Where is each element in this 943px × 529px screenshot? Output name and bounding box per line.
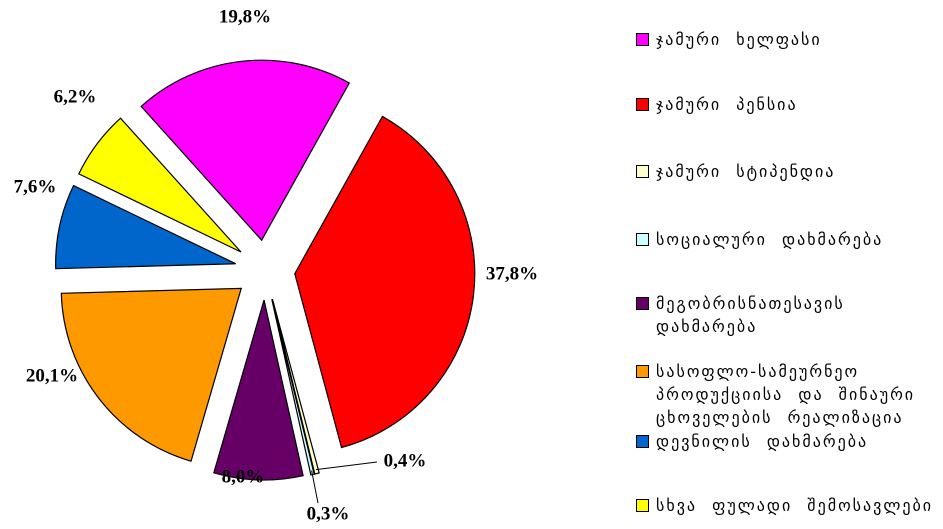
data-label: 20,1%: [26, 365, 78, 386]
legend-label: სხვა ფულადი შემოსავლები: [656, 496, 934, 515]
data-label: 0,4%: [384, 450, 427, 471]
legend-label: სასოფლო-სამეურნეო პროდუქციისა და შინაური…: [656, 362, 916, 427]
pie-slice: [60, 287, 243, 462]
legend-swatch: [636, 165, 649, 178]
legend-swatch: [636, 297, 649, 310]
pie-area: 19,8% 37,8% 0,4% 0,3% 8,0% 20,1% 7,6% 6,2%: [14, 6, 539, 524]
pie-slice: [78, 117, 242, 253]
data-label: 8,0%: [222, 466, 265, 487]
legend-item: ჯამური პენსია: [636, 93, 936, 116]
pie-slice: [294, 115, 476, 449]
legend-item: ჯამური სტიპენდია: [636, 160, 936, 183]
legend-item: მეგობრისნათესავის დახმარება: [636, 292, 936, 338]
data-label: 0,3%: [307, 503, 350, 524]
legend-swatch: [636, 33, 649, 46]
legend-label: მეგობრისნათესავის დახმარება: [656, 294, 845, 336]
legend-item: ჯამური ხელფასი: [636, 28, 936, 51]
legend-label: სოციალური დახმარება: [656, 230, 884, 249]
legend-label: ჯამური პენსია: [656, 95, 798, 114]
pie-slice: [271, 298, 320, 475]
legend-swatch: [636, 98, 649, 111]
legend-label: დევნილის დახმარება: [656, 432, 869, 451]
leader-line: [311, 470, 319, 504]
data-label: 7,6%: [14, 176, 57, 197]
pie-slice: [213, 299, 304, 481]
legend-item: დევნილის დახმარება: [636, 430, 936, 453]
legend-item: სასოფლო-სამეურნეო პროდუქციისა და შინაური…: [636, 360, 936, 429]
legend-label: ჯამური სტიპენდია: [656, 162, 836, 181]
legend-label: ჯამური ხელფასი: [656, 30, 822, 49]
data-label: 19,8%: [219, 6, 271, 27]
legend-swatch: [636, 233, 649, 246]
leader-line: [315, 461, 378, 471]
legend-swatch: [636, 435, 649, 448]
legend-swatch: [636, 365, 649, 378]
legend-item: სოციალური დახმარება: [636, 228, 936, 251]
pie-slice: [140, 59, 351, 242]
pie-slice: [55, 184, 236, 270]
legend-item: სხვა ფულადი შემოსავლები: [636, 494, 936, 517]
legend-swatch: [636, 499, 649, 512]
data-label: 37,8%: [486, 263, 538, 284]
data-label: 6,2%: [54, 86, 97, 107]
